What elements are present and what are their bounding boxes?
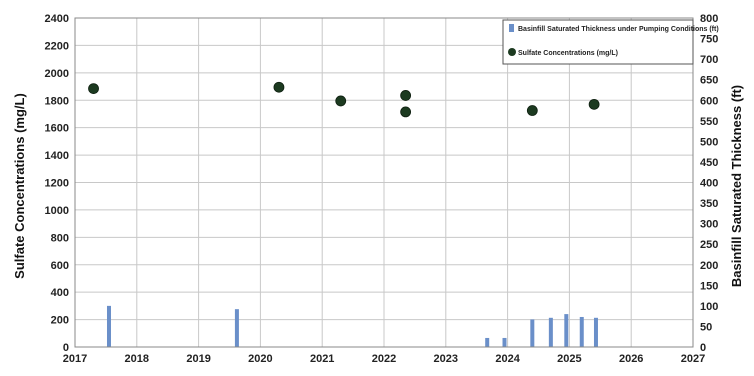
x-tick-label: 2018 [125, 353, 149, 365]
right-tick-label: 50 [700, 321, 712, 333]
x-tick-label: 2024 [495, 353, 520, 365]
left-tick-label: 2400 [45, 13, 69, 25]
left-tick-label: 400 [51, 287, 69, 299]
thickness-bar [579, 316, 584, 347]
right-tick-label: 0 [700, 342, 706, 354]
legend-box [502, 19, 694, 65]
right-tick-label: 350 [700, 198, 718, 210]
thickness-bar [502, 337, 507, 347]
thickness-bar [530, 319, 535, 347]
legend-point-swatch [508, 48, 516, 56]
legend-bar-label: Basinfill Saturated Thickness under Pump… [518, 26, 719, 33]
thickness-bar [593, 317, 598, 347]
sulfate-point [88, 83, 99, 94]
sulfate-point [400, 90, 412, 101]
right-tick-label: 150 [700, 280, 718, 292]
left-tick-label: 1200 [45, 178, 69, 190]
x-tick-label: 2027 [681, 353, 705, 365]
sulfate-point [526, 105, 538, 116]
legend-point-label: Sulfate Concentrations (mg/L) [518, 50, 618, 57]
thickness-bar [234, 309, 239, 347]
x-tick-label: 2017 [63, 353, 87, 365]
left-tick-label: 1000 [45, 205, 69, 217]
right-tick-label: 800 [700, 13, 718, 25]
left-tick-label: 600 [51, 260, 69, 272]
x-tick-label: 2021 [310, 353, 334, 365]
right-axis-title: Basinfill Saturated Thickness (ft) [729, 85, 744, 287]
left-tick-label: 200 [51, 315, 69, 327]
left-tick-label: 1400 [45, 150, 69, 162]
thickness-bars [106, 305, 598, 347]
right-tick-label: 400 [700, 178, 718, 190]
right-tick-label: 300 [700, 219, 718, 231]
right-tick-label: 700 [700, 54, 718, 66]
sulfate-point [273, 81, 285, 93]
sulfate-point [588, 98, 600, 110]
x-tick-label: 2019 [186, 353, 210, 365]
sulfate-point [400, 106, 412, 118]
x-tick-label: 2025 [557, 353, 581, 365]
left-tick-label: 1600 [45, 123, 69, 135]
right-axis-ticks: 0 50 100 150 200 250 300 350 400 450 500 550 600 650 7… [700, 13, 718, 354]
plot-frame [74, 17, 694, 348]
legend: Basinfill Saturated Thickness under Pump… [502, 19, 719, 65]
left-tick-label: 800 [51, 232, 69, 244]
thickness-bar [485, 337, 490, 347]
x-tick-label: 2026 [619, 353, 643, 365]
x-tick-label: 2020 [248, 353, 272, 365]
left-axis-title: Sulfate Concentrations (mg/L) [12, 93, 27, 279]
left-tick-label: 0 [63, 342, 69, 354]
x-tick-label: 2023 [434, 353, 458, 365]
right-tick-label: 200 [700, 260, 718, 272]
right-tick-label: 250 [700, 239, 718, 251]
thickness-bar [564, 314, 569, 347]
x-tick-label: 2022 [372, 353, 396, 365]
right-tick-label: 600 [700, 95, 718, 107]
right-tick-label: 100 [700, 301, 718, 313]
sulfate-points [88, 81, 600, 118]
left-tick-label: 1800 [45, 95, 69, 107]
left-tick-label: 2200 [45, 40, 69, 52]
thickness-bar [548, 317, 553, 347]
left-axis-ticks: 0 200 400 600 800 1000 1200 1400 1600 1800 2000 220… [45, 13, 69, 354]
left-tick-label: 2000 [45, 68, 69, 80]
right-tick-label: 550 [700, 116, 718, 128]
right-tick-label: 450 [700, 157, 718, 169]
x-axis-ticks: 2017 2018 2019 2020 2021 2022 2023 2024 2025 2026… [63, 353, 705, 365]
right-tick-label: 650 [700, 75, 718, 87]
right-tick-label: 750 [700, 34, 718, 46]
legend-bar-swatch [509, 24, 514, 32]
thickness-bar [106, 305, 111, 347]
right-tick-label: 500 [700, 136, 718, 148]
sulfate-point [335, 95, 347, 107]
